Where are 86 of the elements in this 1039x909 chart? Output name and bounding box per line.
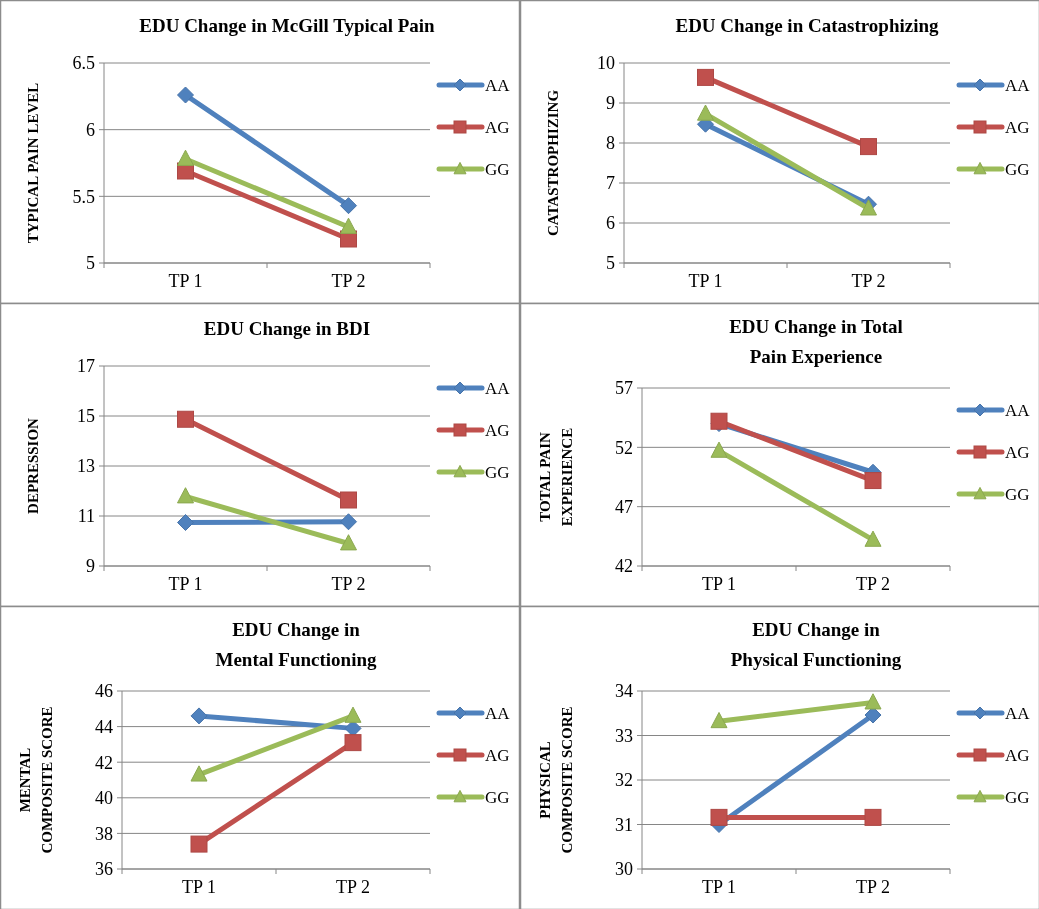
y-tick-label: 11	[77, 506, 95, 527]
x-tick-label: TP 2	[331, 271, 366, 291]
point	[340, 513, 357, 531]
legend-label: AG	[485, 117, 510, 137]
y-tick-label: 30	[615, 859, 633, 880]
y-tick-label: 46	[95, 681, 113, 702]
x-tick-label: TP 2	[856, 877, 890, 897]
point	[344, 734, 362, 752]
legend-label: GG	[1005, 159, 1030, 179]
x-tick-label: TP 2	[336, 877, 370, 897]
y-tick-label: 15	[77, 406, 95, 427]
y-tick-label: 47	[615, 496, 633, 517]
x-tick-label: TP 2	[851, 271, 886, 291]
chart-title: EDU Change in Total Pain Experience	[729, 316, 903, 367]
legend-label: AA	[1005, 400, 1031, 420]
point	[860, 138, 877, 156]
point	[177, 410, 194, 428]
x-tick-label: TP 1	[702, 574, 736, 594]
point	[864, 808, 882, 826]
y-axis-title: TYPICAL PAIN LEVEL	[25, 82, 41, 244]
legend-label: AG	[1005, 442, 1030, 462]
y-tick-label: 5	[86, 253, 95, 274]
y-tick-label: 42	[95, 752, 113, 773]
legend-label: AG	[1005, 745, 1030, 765]
y-axis-title: MENTAL COMPOSITE SCORE	[17, 706, 55, 854]
x-tick-label: TP 2	[331, 574, 366, 594]
y-tick-label: 31	[615, 814, 633, 835]
legend-label: GG	[485, 462, 510, 482]
y-tick-label: 9	[86, 556, 95, 577]
legend-label: AA	[485, 378, 511, 398]
x-tick-label: TP 1	[702, 877, 736, 897]
y-tick-label: 9	[606, 93, 615, 114]
legend-label: GG	[1005, 484, 1030, 504]
point	[190, 707, 208, 725]
legend-label: AA	[1005, 75, 1031, 95]
y-tick-label: 34	[615, 681, 633, 702]
y-tick-label: 5	[606, 253, 615, 274]
y-tick-label: 17	[77, 356, 95, 377]
point	[710, 808, 728, 826]
legend-label: AG	[485, 745, 510, 765]
point	[697, 68, 714, 86]
y-tick-label: 6	[606, 213, 615, 234]
y-axis-title: CATASTROPHIZING	[545, 89, 561, 237]
y-tick-label: 8	[606, 133, 615, 154]
legend-label: AA	[1005, 703, 1031, 723]
y-tick-label: 42	[615, 556, 633, 577]
y-tick-label: 36	[95, 859, 113, 880]
point	[864, 472, 882, 490]
point	[177, 86, 194, 104]
point	[340, 197, 357, 215]
legend-label: AA	[485, 75, 511, 95]
point	[177, 514, 194, 531]
y-axis-title: TOTAL PAIN EXPERIENCE	[537, 427, 575, 527]
y-tick-label: 33	[615, 725, 633, 746]
x-tick-label: TP 1	[168, 271, 203, 291]
y-axis-title: DEPRESSION	[25, 417, 41, 514]
legend-label: AG	[485, 420, 510, 440]
x-tick-label: TP 1	[688, 271, 723, 291]
legend-label: GG	[485, 159, 510, 179]
y-tick-label: 10	[597, 53, 615, 74]
y-tick-label: 38	[95, 823, 113, 844]
y-tick-label: 5.5	[72, 186, 95, 207]
y-tick-label: 40	[95, 788, 113, 809]
y-tick-label: 32	[615, 770, 633, 791]
y-tick-label: 6	[86, 119, 95, 140]
legend-label: AG	[1005, 117, 1030, 137]
x-tick-label: TP 2	[856, 574, 890, 594]
y-tick-label: 52	[615, 437, 633, 458]
y-tick-label: 6.5	[72, 53, 95, 74]
chart-title: EDU Change in BDI	[203, 318, 371, 339]
point	[340, 491, 357, 509]
legend-label: AA	[485, 703, 511, 723]
y-tick-label: 7	[606, 173, 615, 194]
chart-title: EDU Change in Catastrophizing	[675, 15, 940, 36]
chart-title: EDU Change in Mental Functioning	[215, 619, 377, 670]
legend-label: GG	[1005, 787, 1030, 807]
y-tick-label: 13	[77, 456, 95, 477]
x-tick-label: TP 1	[168, 574, 203, 594]
point	[190, 835, 208, 853]
chart-title: EDU Change in McGill Typical Pain	[139, 15, 436, 36]
x-tick-label: TP 1	[182, 877, 216, 897]
y-axis-title: PHYSICAL COMPOSITE SCORE	[537, 706, 575, 854]
legend-label: GG	[485, 787, 510, 807]
y-tick-label: 44	[95, 716, 113, 737]
y-tick-label: 57	[615, 378, 633, 399]
chart-title: EDU Change in Physical Functioning	[730, 619, 902, 670]
